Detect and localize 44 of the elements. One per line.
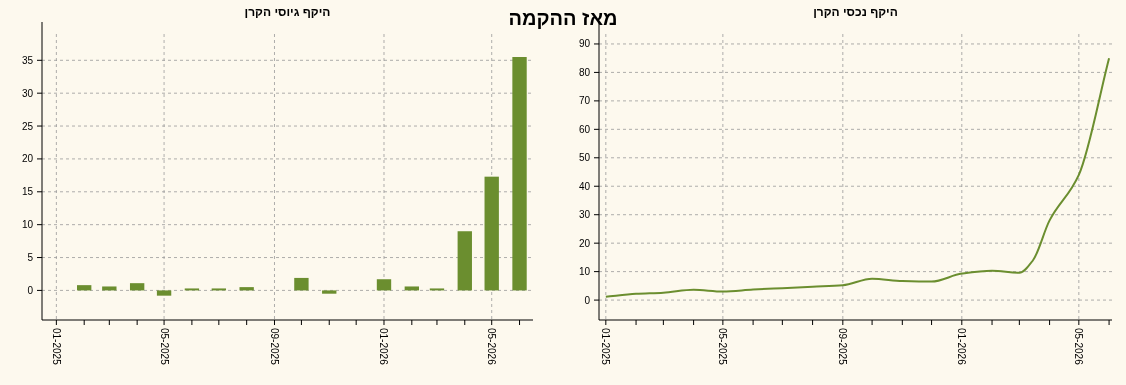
x-tick-label: 05-2026 xyxy=(486,328,498,366)
text: מאז ההקמה xyxy=(508,7,618,29)
bar xyxy=(239,287,254,291)
y-tick-label: 5 xyxy=(27,252,34,264)
bar xyxy=(457,231,472,291)
chart-title: היקף נכסי הקרן xyxy=(813,5,898,19)
bar xyxy=(129,283,145,291)
bar xyxy=(512,57,527,291)
y-tick-label: 10 xyxy=(578,266,591,278)
y-tick-label: 60 xyxy=(578,123,591,135)
bar xyxy=(404,286,419,291)
bar xyxy=(77,285,92,291)
y-tick-label: 80 xyxy=(578,66,591,78)
x-tick-label: 01-2025 xyxy=(50,328,62,366)
y-tick-label: 50 xyxy=(578,152,591,164)
x-tick-label: 01-2026 xyxy=(956,328,968,366)
bar xyxy=(322,290,337,294)
y-tick-label: 20 xyxy=(21,153,34,165)
x-tick-label: 05-2025 xyxy=(717,328,729,366)
x-tick-label: 09-2025 xyxy=(268,328,280,366)
x-tick-label: 01-2026 xyxy=(378,328,390,366)
y-tick-label: 25 xyxy=(21,120,34,132)
bar xyxy=(376,279,392,291)
y-tick-label: 70 xyxy=(578,95,591,107)
bar xyxy=(484,176,499,291)
y-tick-label: 35 xyxy=(21,54,34,66)
y-tick-label: 40 xyxy=(578,180,591,192)
y-tick-label: 15 xyxy=(21,186,34,198)
bar xyxy=(102,286,117,291)
x-tick-label: 01-2025 xyxy=(600,328,612,366)
x-tick-label: 09-2025 xyxy=(837,328,849,366)
x-tick-label: 05-2026 xyxy=(1073,328,1085,366)
bar xyxy=(156,290,172,296)
y-tick-label: 30 xyxy=(21,87,34,99)
bar xyxy=(294,277,309,291)
y-tick-label: 10 xyxy=(21,219,34,231)
y-tick-label: 0 xyxy=(27,284,34,296)
line-series xyxy=(604,57,1111,298)
y-tick-label: 90 xyxy=(578,38,591,50)
y-tick-label: 0 xyxy=(584,294,591,306)
y-tick-label: 30 xyxy=(578,209,591,221)
y-tick-label: 20 xyxy=(578,237,591,249)
chart-title: היקף גיוסי הקרן xyxy=(244,5,331,19)
x-tick-label: 05-2025 xyxy=(158,328,170,366)
